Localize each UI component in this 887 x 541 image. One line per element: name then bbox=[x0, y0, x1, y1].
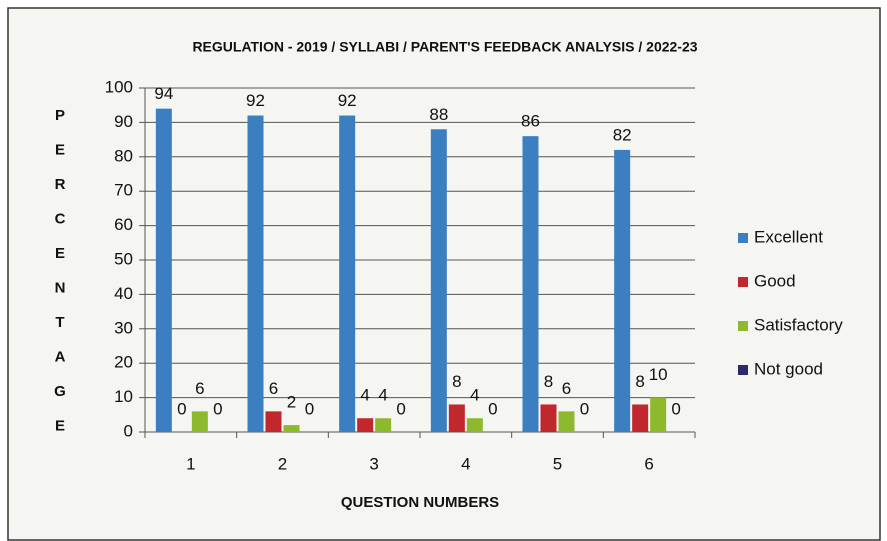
y-tick-label: 20 bbox=[114, 353, 133, 372]
data-label: 4 bbox=[360, 386, 369, 405]
x-axis-label: QUESTION NUMBERS bbox=[341, 494, 499, 511]
bar bbox=[430, 129, 447, 432]
bar bbox=[650, 397, 667, 432]
data-label: 8 bbox=[452, 372, 461, 391]
legend-label: Excellent bbox=[754, 227, 823, 246]
y-tick-label: 100 bbox=[105, 77, 133, 96]
y-tick-label: 50 bbox=[114, 249, 133, 268]
data-label: 0 bbox=[396, 399, 405, 418]
y-tick-label: 90 bbox=[114, 112, 133, 131]
y-tick-label: 70 bbox=[114, 181, 133, 200]
legend-swatch bbox=[738, 365, 748, 375]
data-label: 92 bbox=[246, 91, 265, 110]
data-label: 82 bbox=[613, 125, 632, 144]
bar bbox=[339, 115, 356, 433]
x-tick-label: 1 bbox=[186, 454, 195, 473]
data-label: 0 bbox=[580, 399, 589, 418]
bar bbox=[265, 411, 282, 432]
data-label: 10 bbox=[649, 365, 668, 384]
data-label: 2 bbox=[287, 393, 296, 412]
bar bbox=[466, 418, 483, 432]
data-label: 8 bbox=[635, 372, 644, 391]
bar bbox=[632, 404, 649, 432]
bar bbox=[155, 108, 172, 432]
y-tick-label: 0 bbox=[124, 421, 133, 440]
data-label: 0 bbox=[177, 399, 186, 418]
data-label: 0 bbox=[488, 399, 497, 418]
data-label: 4 bbox=[470, 386, 479, 405]
bar bbox=[191, 411, 208, 432]
bar bbox=[540, 404, 557, 432]
legend-label: Not good bbox=[754, 359, 823, 378]
y-tick-label: 10 bbox=[114, 387, 133, 406]
chart-title: REGULATION - 2019 / SYLLABI / PARENT'S F… bbox=[192, 39, 697, 55]
x-tick-label: 3 bbox=[369, 454, 378, 473]
bar bbox=[375, 418, 392, 432]
data-label: 6 bbox=[269, 379, 278, 398]
y-tick-label: 30 bbox=[114, 318, 133, 337]
bar bbox=[522, 136, 539, 432]
x-tick-label: 5 bbox=[553, 454, 562, 473]
data-label: 6 bbox=[562, 379, 571, 398]
legend-label: Good bbox=[754, 271, 796, 290]
bar bbox=[357, 418, 374, 432]
bar bbox=[247, 115, 264, 433]
data-label: 4 bbox=[378, 386, 387, 405]
legend-swatch bbox=[738, 277, 748, 287]
data-label: 0 bbox=[213, 399, 222, 418]
data-label: 0 bbox=[305, 399, 314, 418]
legend-swatch bbox=[738, 233, 748, 243]
data-label: 8 bbox=[544, 372, 553, 391]
legend-swatch bbox=[738, 321, 748, 331]
y-tick-label: 40 bbox=[114, 284, 133, 303]
x-tick-label: 4 bbox=[461, 454, 470, 473]
x-tick-label: 2 bbox=[278, 454, 287, 473]
legend-label: Satisfactory bbox=[754, 315, 843, 334]
data-label: 92 bbox=[338, 91, 357, 110]
data-label: 6 bbox=[195, 379, 204, 398]
bar bbox=[448, 404, 465, 432]
y-tick-label: 60 bbox=[114, 215, 133, 234]
data-label: 0 bbox=[671, 399, 680, 418]
data-label: 94 bbox=[154, 84, 173, 103]
bar bbox=[558, 411, 575, 432]
data-label: 86 bbox=[521, 112, 540, 131]
x-tick-label: 6 bbox=[644, 454, 653, 473]
bar bbox=[614, 149, 631, 433]
bar bbox=[283, 425, 300, 432]
data-label: 88 bbox=[429, 105, 448, 124]
y-tick-label: 80 bbox=[114, 146, 133, 165]
